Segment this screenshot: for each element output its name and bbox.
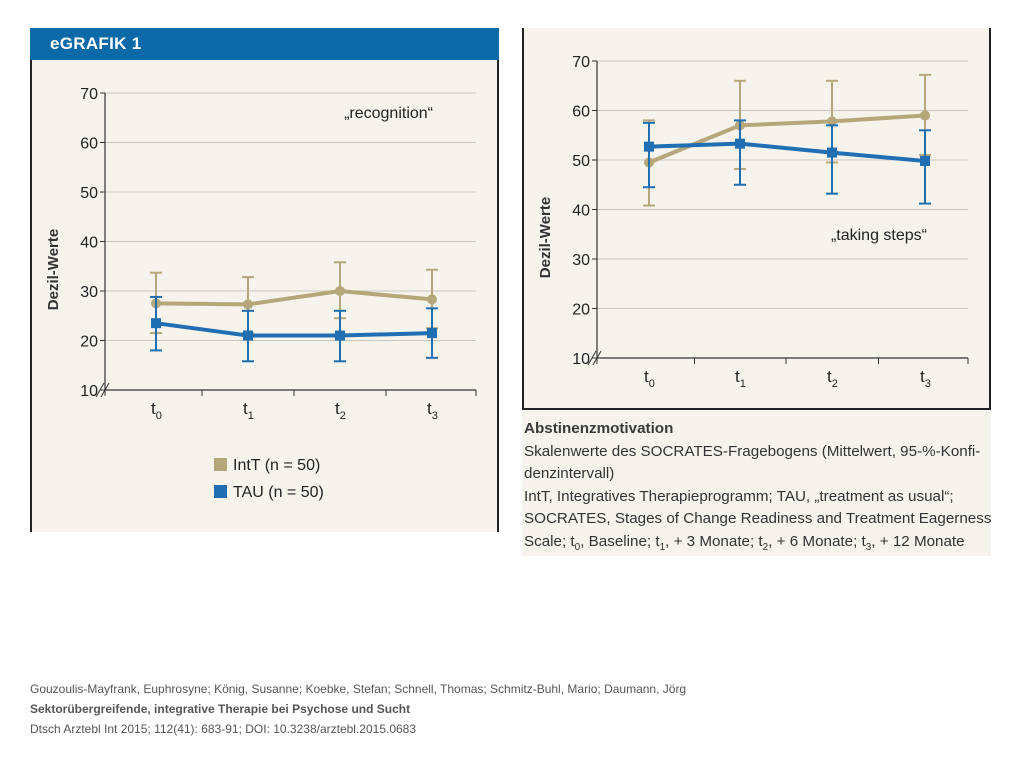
y-tick-label-40: 40 (572, 203, 590, 220)
y-tick-label-70: 70 (572, 54, 590, 71)
error-bar-tau-t2 (826, 124, 838, 195)
data-point-tau-t3 (427, 328, 437, 339)
legend-label-intt: IntT (n = 50) (233, 457, 321, 474)
caption-line-1: Skalenwerte des SOCRATES-Fragebogens (Mi… (524, 442, 981, 460)
data-point-tau-t3 (920, 155, 930, 166)
y-tick-label-10: 10 (80, 383, 98, 400)
data-point-tau-t2 (827, 147, 837, 158)
citation-source: Dtsch Arztebl Int 2015; 112(41): 683-91;… (30, 722, 417, 736)
data-point-tau-t1 (735, 138, 745, 149)
x-tick-label-t3: t3 (427, 399, 438, 422)
citation-block: Gouzoulis-Mayfrank, Euphrosyne; König, S… (30, 679, 686, 739)
legend-item-tau: TAU (n = 50) (214, 484, 324, 502)
data-point-intt-t3 (920, 110, 930, 121)
error-bar-tau-t3 (919, 129, 931, 205)
y-axis-label: Dezil-Werte (537, 197, 554, 278)
caption-title: Abstinenzmotivation (524, 420, 674, 437)
x-tick-label-t2: t2 (827, 367, 838, 390)
legend-label-tau: TAU (n = 50) (233, 484, 324, 501)
y-tick-label-30: 30 (80, 284, 98, 301)
error-bar-tau-t1 (734, 119, 746, 186)
y-tick-label-50: 50 (80, 185, 98, 202)
caption-line-4: SOCRATES, Stages of Change Readiness and… (524, 510, 992, 528)
chart-title: „taking steps“ (831, 227, 927, 244)
x-tick-label-t3: t3 (920, 367, 931, 390)
error-bar-tau-t0 (643, 121, 655, 189)
left-figure-panel (30, 28, 499, 532)
figure-header-bar: eGRAFIK 1 (30, 28, 499, 60)
legend-swatch-tau (214, 485, 227, 498)
series-line-intt (155, 289, 433, 307)
y-tick-label-20: 20 (80, 334, 98, 351)
x-tick-label-t1: t1 (735, 367, 746, 390)
series-line-tau (648, 141, 926, 163)
axis-break-mark-1 (587, 350, 597, 366)
chart-title: „recognition“ (344, 105, 433, 122)
figure-title: eGRAFIK 1 (50, 34, 142, 53)
y-tick-label-60: 60 (572, 104, 590, 121)
data-point-intt-t1 (243, 299, 253, 310)
data-point-intt-t3 (427, 294, 437, 305)
data-point-tau-t0 (644, 141, 654, 152)
y-tick-label-70: 70 (80, 86, 98, 103)
y-tick-label-20: 20 (572, 302, 590, 319)
data-point-intt-t2 (827, 116, 837, 127)
data-point-tau-t1 (243, 330, 253, 341)
citation-title: Sektorübergreifende, integrative Therapi… (30, 702, 411, 716)
caption-line-2: denzintervall) (524, 465, 615, 483)
legend-item-intt: IntT (n = 50) (214, 457, 320, 475)
chart-taking-steps: 10 20 30 40 50 60 70 t0 t1 t2 t3 Dezil-Werte „taking… (537, 54, 969, 390)
data-point-tau-t2 (335, 330, 345, 341)
figure-caption: Abstinenzmotivation Skalenwerte des SOCR… (522, 410, 991, 556)
citation-authors: Gouzoulis-Mayfrank, Euphrosyne; König, S… (30, 682, 687, 696)
y-tick-label-50: 50 (572, 153, 590, 170)
series-line-tau (155, 321, 433, 338)
x-tick-label-t0: t0 (151, 399, 162, 422)
y-tick-label-30: 30 (572, 252, 590, 269)
x-tick-label-t1: t1 (243, 399, 254, 422)
x-tick-label-t0: t0 (644, 367, 655, 390)
data-point-tau-t0 (151, 318, 161, 329)
chart-recognition: 10 20 30 40 50 60 70 t0 t1 t2 t3 Dezil-Werte „recogn… (45, 86, 477, 422)
right-figure-panel (522, 28, 991, 410)
x-tick-label-t2: t2 (335, 399, 346, 422)
axis-break-mark-1 (95, 382, 105, 398)
caption-line-3: IntT, Integratives Therapieprogramm; TAU… (524, 487, 954, 505)
y-tick-label-60: 60 (80, 136, 98, 153)
legend-swatch-intt (214, 458, 227, 471)
caption-line-5: Scale; t0, Baseline; t1, + 3 Monate; t2,… (524, 532, 965, 553)
data-point-intt-t2 (335, 286, 345, 296)
y-tick-label-40: 40 (80, 235, 98, 252)
y-tick-label-10: 10 (572, 351, 590, 368)
y-axis-label: Dezil-Werte (45, 229, 62, 310)
